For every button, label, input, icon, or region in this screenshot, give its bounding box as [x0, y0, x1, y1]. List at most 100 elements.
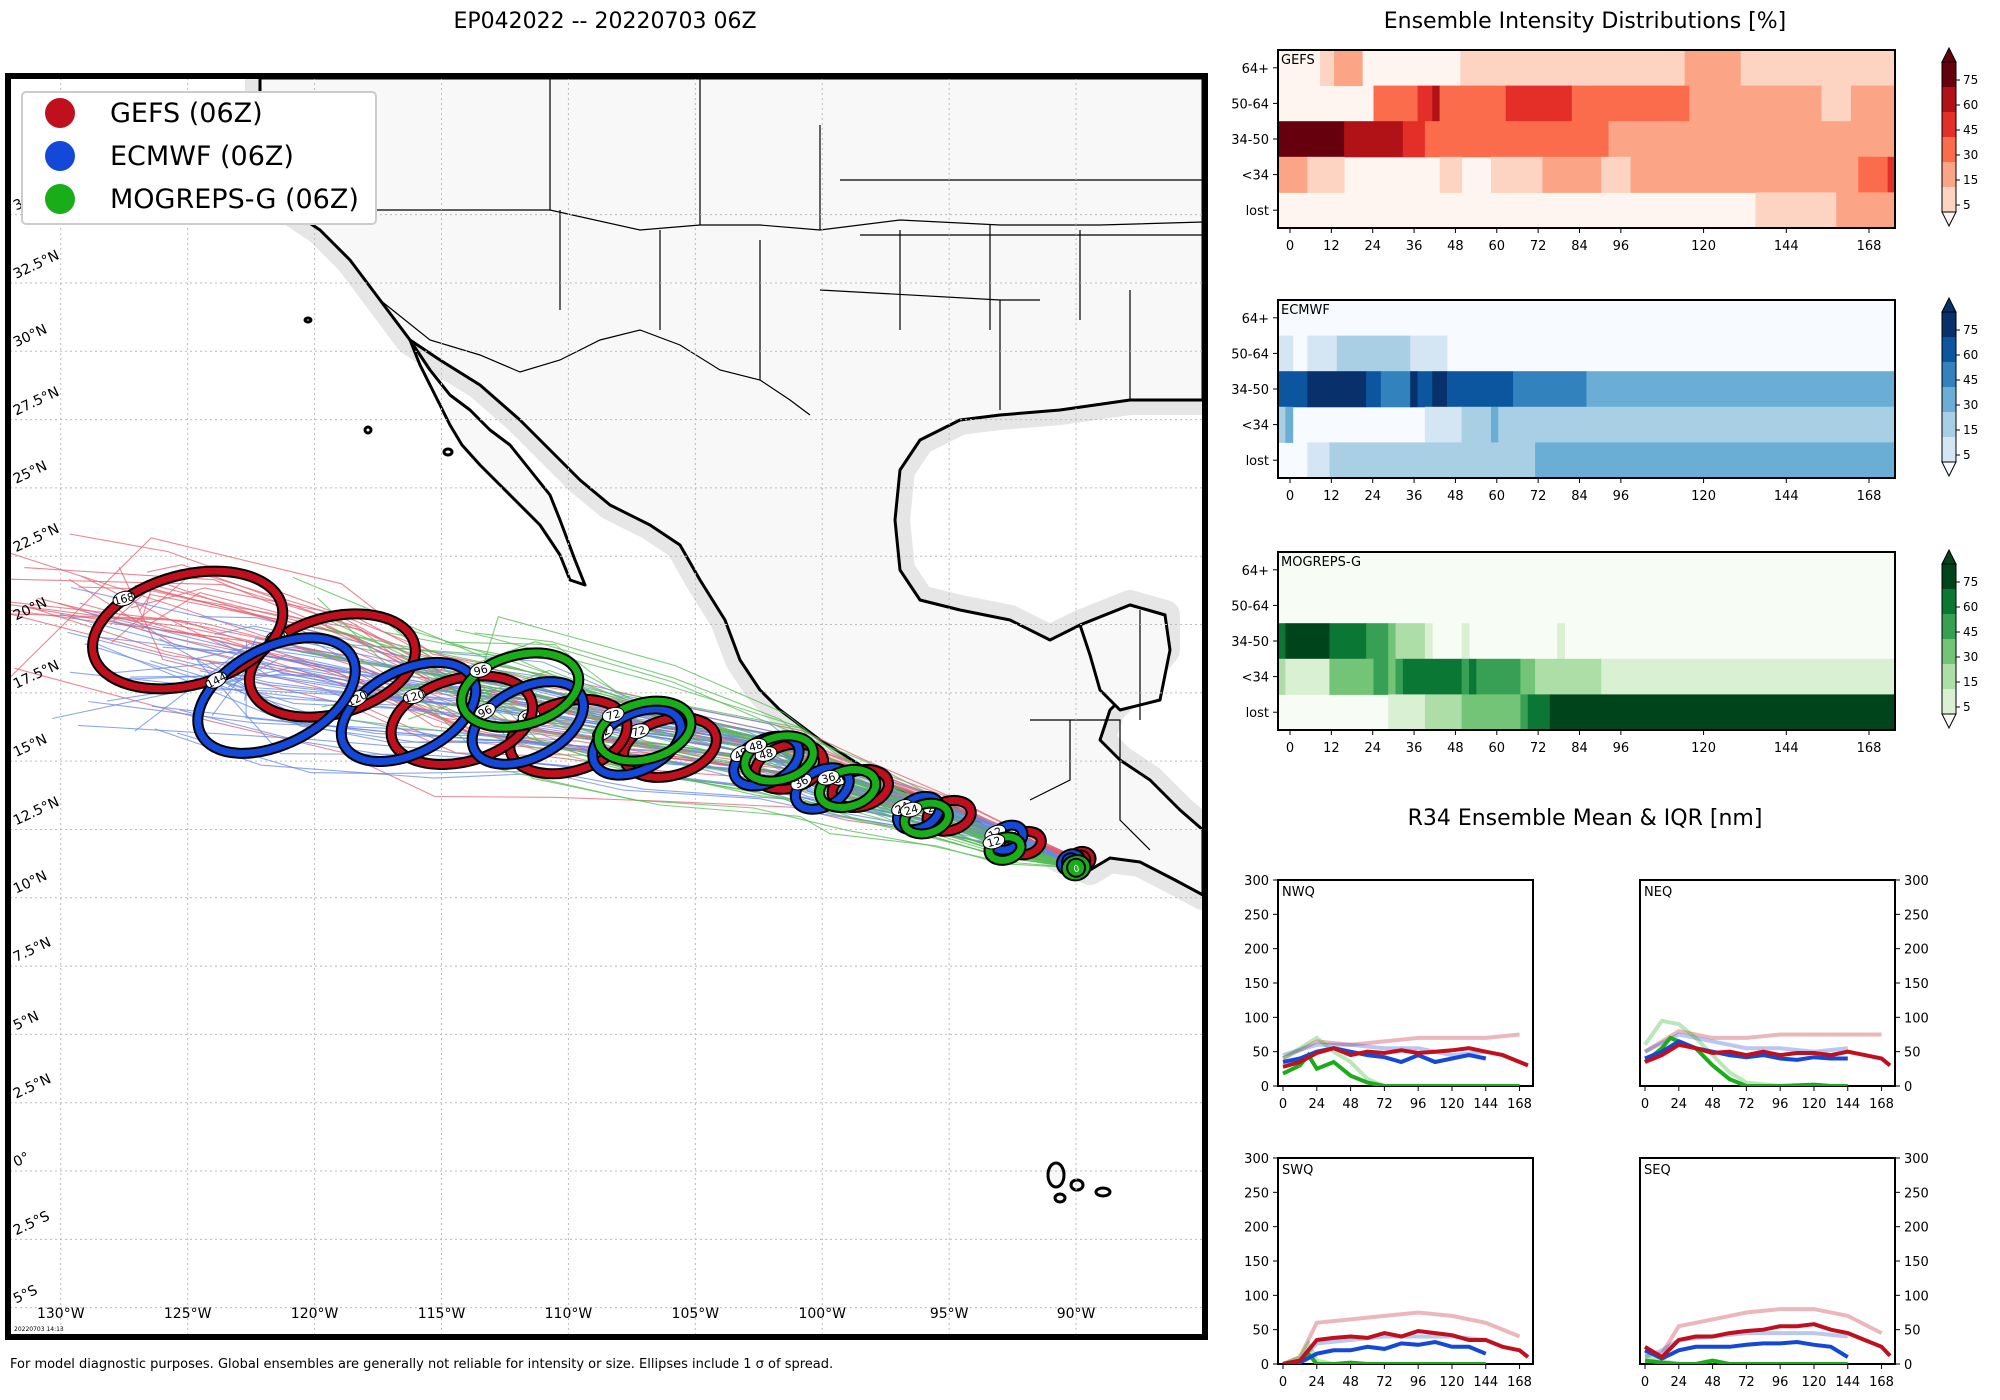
heatmap-cell — [1329, 658, 1374, 695]
heatmap-cell — [1395, 658, 1404, 695]
colorbar-frame — [1941, 563, 1957, 715]
r34-ytick-label: 200 — [1904, 943, 1929, 958]
map-frame — [5, 73, 1208, 1340]
heatmap-cell — [1630, 156, 1859, 193]
heatmap-cell — [1417, 85, 1433, 122]
colorbar-segment — [1942, 337, 1956, 363]
ellipse-ring — [89, 567, 287, 693]
lat-tick-label: 0° — [11, 1149, 32, 1170]
land-layer — [245, 78, 1203, 1204]
r34-ytick-label: 150 — [1244, 1255, 1269, 1270]
gefs-iqr-line — [1645, 1307, 1883, 1356]
colorbar-extend-bottom — [1941, 211, 1957, 228]
hour-label: 12 — [986, 834, 1003, 850]
heatmap-cell — [1836, 192, 1896, 229]
heatmap-xtick-label: 96 — [1613, 741, 1630, 756]
ellipse-mogreps-g-96: 96 — [456, 647, 585, 733]
heatmap-row-label: 34-50 — [1231, 383, 1269, 398]
heatmap-cell — [1432, 371, 1448, 408]
r34-xtick-label: 0 — [1641, 1097, 1649, 1112]
r34-panel-frame — [1277, 1157, 1534, 1365]
heatmap-cell — [1402, 121, 1426, 158]
heatmap-cell — [1395, 623, 1426, 660]
lon-tick-label: 125°W — [164, 1306, 212, 1322]
colorbar-tick-label: 5 — [1963, 448, 1971, 462]
colorbar-extend-bottom — [1941, 461, 1957, 478]
r34-panel-seq: SEQ 0 50 100 150 200 250 300 0 24 48 72 96 120 144 168 — [1639, 1152, 1929, 1390]
heatmap-cell — [1278, 121, 1345, 158]
colorbar-segment — [1942, 162, 1956, 188]
heatmap-xtick-label: 120 — [1691, 239, 1716, 254]
heatmap-cell — [1285, 623, 1330, 660]
r34-ytick-label: 150 — [1904, 977, 1929, 992]
heatmap-cell — [1336, 335, 1411, 372]
colorbar-tick-label: 30 — [1963, 650, 1978, 664]
heatmap-cell — [1388, 658, 1397, 695]
hour-label: 24 — [903, 802, 920, 818]
r34-xtick-label: 48 — [1704, 1375, 1721, 1390]
heatmap-cell — [1278, 335, 1294, 372]
colorbar-segment — [1942, 564, 1956, 590]
heatmap-cell — [1424, 694, 1463, 731]
colorbar-tick-label: 5 — [1963, 700, 1971, 714]
r34-ytick-label: 300 — [1904, 1152, 1929, 1167]
colorbar-tick-label: 5 — [1963, 198, 1971, 212]
r34-ytick-label: 150 — [1244, 977, 1269, 992]
heatmap-row-label: 50-64 — [1231, 599, 1269, 614]
colorbar-ecmwf: 75 60 45 30 15 5 — [1941, 296, 1978, 478]
heatmap-cell — [1410, 371, 1419, 408]
heatmap-cell — [1549, 694, 1896, 731]
hour-label: 48 — [748, 738, 765, 754]
heatmap-cell — [1329, 623, 1367, 660]
heatmap-xtick-label: 72 — [1530, 239, 1547, 254]
heatmap-cell — [1498, 406, 1896, 443]
hour-label-bg — [112, 590, 136, 607]
colorbar-extend-top — [1941, 46, 1957, 63]
heatmap-cell — [1887, 156, 1896, 193]
colorbar-segment — [1942, 614, 1956, 640]
mogreps-iqr-line — [1643, 1018, 1781, 1086]
lon-tick-label: 105°W — [672, 1306, 720, 1322]
r34-xtick-label: 24 — [1309, 1375, 1326, 1390]
hour-label: 168 — [112, 590, 136, 608]
colorbar-tick-label: 75 — [1963, 323, 1978, 337]
colorbar-extend-top — [1941, 296, 1957, 313]
hour-label-bg — [899, 801, 923, 818]
ellipse-ring — [741, 732, 817, 785]
heatmap-xtick-label: 168 — [1857, 239, 1882, 254]
heatmap-cell — [1417, 371, 1433, 408]
heatmap-cell — [1278, 156, 1308, 193]
heatmap-xtick-label: 36 — [1406, 741, 1423, 756]
colorbar-tick-label: 30 — [1963, 148, 1978, 162]
ellipse-ring — [900, 799, 952, 838]
political-borders — [290, 78, 1203, 851]
heatmap-cell — [1535, 658, 1602, 695]
heatmap-cell — [1850, 85, 1896, 122]
heatmap-cell — [1366, 371, 1382, 408]
heatmap-xtick-label: 36 — [1406, 489, 1423, 504]
heatmap-row-label: 50-64 — [1231, 347, 1269, 362]
r34-series-group — [1281, 1032, 1529, 1086]
heatmap-cell — [1320, 50, 1335, 87]
heatmap-cell — [1307, 335, 1338, 372]
heatmap-row-label: lost — [1246, 454, 1269, 469]
heatmap-cell — [1380, 371, 1411, 408]
heatmap-row-label: <34 — [1242, 671, 1269, 686]
heatmap-cell — [1461, 658, 1470, 695]
heatmap-xtick-label: 84 — [1571, 741, 1588, 756]
colorbar-frame — [1941, 311, 1957, 463]
heatmap-cell — [1491, 406, 1499, 443]
heatmap-xtick-label: 168 — [1857, 741, 1882, 756]
r34-ytick-label: 200 — [1244, 1221, 1269, 1236]
colorbar-segment — [1942, 412, 1956, 438]
gefs-iqr-line — [1643, 1028, 1882, 1054]
lon-tick-label: 90°W — [1057, 1306, 1096, 1322]
heatmap-cell — [1460, 50, 1686, 87]
ellipse-mogreps-g-0: 0 — [1060, 854, 1092, 882]
heatmap-cell — [1402, 658, 1463, 695]
colorbar-segment — [1942, 387, 1956, 413]
heatmap-cell — [1432, 85, 1441, 122]
r34-panel-swq: SWQ 0 50 100 150 200 250 300 0 24 48 72 96 120 144 168 — [1244, 1152, 1534, 1390]
mogreps-mean-line — [1644, 1358, 1848, 1364]
heatmap-cell — [1307, 442, 1330, 479]
